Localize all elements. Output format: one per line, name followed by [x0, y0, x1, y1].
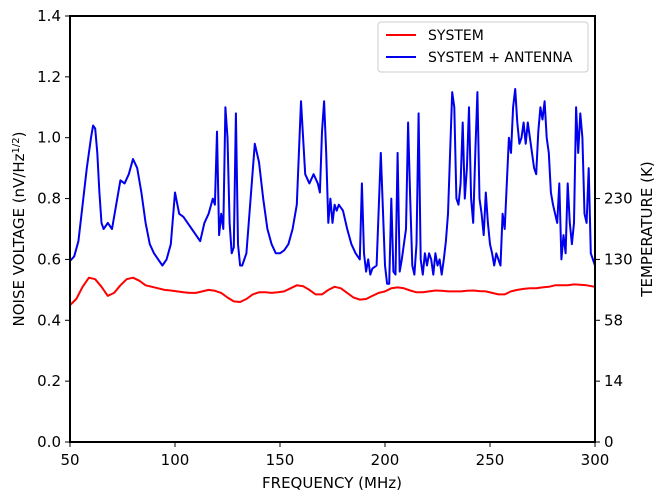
series-line-system-antenna — [69, 88, 596, 285]
legend-label-system-antenna: SYSTEM + ANTENNA — [428, 50, 573, 66]
legend-box — [377, 21, 589, 73]
y-tick-label: 0.2 — [37, 372, 61, 390]
series-line-system — [69, 276, 596, 306]
right-tick-label: 0 — [604, 433, 614, 451]
x-tick-label: 250 — [476, 451, 505, 469]
right-tick-label: 130 — [604, 250, 633, 268]
right-tick-label: 58 — [604, 311, 623, 329]
y-tick-label: 0.0 — [37, 433, 61, 451]
y-tick-label: 0.8 — [37, 190, 61, 208]
y-tick-label: 1.2 — [37, 68, 61, 86]
right-tick-label: 14 — [604, 372, 623, 390]
y-axis-title: NOISE VOLTAGE (nV/Hz1/2) — [10, 132, 28, 327]
y-tick-label: 1.0 — [37, 129, 61, 147]
y-tick-label: 0.6 — [37, 250, 61, 268]
y-tick-label: 0.4 — [37, 311, 61, 329]
right-axis-title: TEMPERATURE (K) — [638, 161, 656, 297]
legend-label-system: SYSTEM — [428, 28, 484, 44]
ticks-layer: 50 100 150 200 250 300 0.0 0.2 0.4 0.6 0.8 1.0 1.2 1.… — [37, 7, 633, 469]
x-tick-label: 150 — [266, 451, 295, 469]
y-tick-label: 1.4 — [37, 7, 61, 25]
series-layer — [69, 88, 596, 306]
legend: SYSTEM SYSTEM + ANTENNA — [377, 21, 589, 73]
x-tick-label: 200 — [371, 451, 400, 469]
plot-frame — [69, 15, 596, 443]
y-axis-title-main: NOISE VOLTAGE (nV/Hz — [10, 153, 28, 326]
plot-background — [70, 16, 595, 442]
y-axis-title-sup: 1/2 — [11, 137, 22, 153]
right-tick-label: 230 — [604, 190, 633, 208]
x-tick-label: 100 — [161, 451, 190, 469]
x-tick-label: 300 — [581, 451, 610, 469]
x-tick-label: 50 — [60, 451, 79, 469]
y-axis-title-close: ) — [10, 132, 28, 138]
x-axis-title: FREQUENCY (MHz) — [262, 474, 402, 492]
